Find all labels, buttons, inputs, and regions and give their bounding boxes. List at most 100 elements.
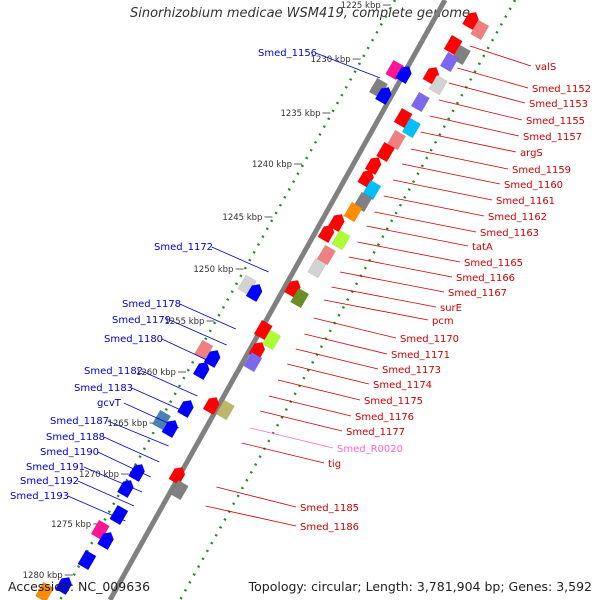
backbone bbox=[107, 0, 448, 600]
gene-feature bbox=[109, 504, 129, 526]
feature-label-right: Smed_1162 bbox=[488, 212, 547, 223]
feature-label-right: Smed_1186 bbox=[300, 522, 359, 533]
label-connector bbox=[103, 436, 160, 463]
gene-feature bbox=[317, 225, 335, 243]
feature-label-left: Smed_1193 bbox=[10, 491, 69, 502]
gene-feature bbox=[375, 87, 392, 105]
label-connector bbox=[402, 163, 501, 185]
label-connector bbox=[179, 303, 236, 330]
gene-feature bbox=[35, 581, 55, 600]
label-connector bbox=[420, 131, 517, 153]
label-connector bbox=[211, 246, 269, 273]
label-connector bbox=[260, 410, 343, 432]
feature-label-right: Smed_1177 bbox=[346, 427, 405, 438]
label-connector bbox=[366, 225, 469, 247]
label-connector bbox=[250, 427, 334, 449]
label-connectors bbox=[67, 45, 532, 527]
label-connector bbox=[123, 402, 180, 429]
feature-label-left: Smed_1156 bbox=[258, 48, 317, 59]
feature-label-right: Smed_1161 bbox=[496, 196, 555, 207]
gene-feature bbox=[177, 400, 194, 418]
inner-dotted-ring bbox=[58, 0, 397, 600]
label-connector bbox=[383, 195, 485, 217]
label-connector bbox=[469, 45, 532, 67]
backbone-line bbox=[107, 0, 448, 600]
gene-feature bbox=[215, 399, 235, 421]
feature-label-right: Smed_1155 bbox=[526, 116, 585, 127]
gene-feature bbox=[393, 107, 413, 129]
feature-label-left: Smed_1187 bbox=[50, 416, 109, 427]
gene-feature bbox=[470, 19, 490, 41]
label-connector bbox=[438, 99, 523, 121]
gene-feature bbox=[395, 66, 412, 84]
label-connector bbox=[97, 451, 151, 478]
feature-label-left: Smed_1179 bbox=[112, 315, 171, 326]
tick-label: 1230 kbp bbox=[311, 55, 351, 65]
tick-label: 1235 kbp bbox=[280, 109, 320, 119]
feature-label-right: Smed_1176 bbox=[355, 412, 414, 423]
feature-label-right: Smed_1167 bbox=[448, 288, 507, 299]
gene-feature bbox=[193, 362, 210, 380]
feature-label-right: Smed_1152 bbox=[532, 84, 591, 95]
label-connector bbox=[457, 67, 529, 89]
gene-feature bbox=[245, 284, 263, 302]
feature-label-left: Smed_1191 bbox=[26, 462, 85, 473]
label-connector bbox=[83, 466, 143, 493]
feature-label-left: Smed_1183 bbox=[74, 383, 133, 394]
feature-label-left: Smed_1188 bbox=[46, 432, 105, 443]
gene-feature bbox=[90, 519, 110, 541]
label-connector bbox=[392, 179, 493, 201]
gene-feature bbox=[410, 91, 430, 113]
feature-label-right: Smed_1171 bbox=[391, 350, 450, 361]
label-connector bbox=[374, 211, 477, 233]
feature-label-right: Smed_1157 bbox=[523, 132, 582, 143]
feature-label-left: Smed_1192 bbox=[20, 476, 79, 487]
label-connector bbox=[161, 338, 216, 365]
gene-feature bbox=[307, 257, 327, 279]
feature-label-right: tatA bbox=[472, 242, 493, 253]
gene-feature bbox=[331, 229, 351, 251]
feature-label-right: Smed_1166 bbox=[456, 273, 515, 284]
gene-feature bbox=[443, 34, 463, 56]
gene-feature bbox=[77, 549, 97, 571]
label-connector bbox=[67, 495, 126, 522]
label-connector bbox=[107, 420, 169, 447]
label-connector bbox=[287, 363, 370, 385]
tick-label: 1225 kbp bbox=[341, 1, 381, 11]
feature-label-left: Smed_1180 bbox=[104, 334, 163, 345]
feature-label-right: Smed_1160 bbox=[504, 180, 563, 191]
label-connector bbox=[131, 387, 188, 414]
tick-label: 1265 kbp bbox=[107, 419, 147, 429]
tick-label: 1250 kbp bbox=[193, 265, 233, 275]
feature-label-right: Smed_1174 bbox=[373, 380, 432, 391]
label-connector bbox=[331, 286, 437, 308]
outer-dotted-ring bbox=[178, 0, 517, 600]
gene-feature bbox=[169, 479, 189, 501]
gene-feature bbox=[462, 12, 479, 30]
gene-feature bbox=[243, 351, 263, 373]
gene-feature bbox=[202, 397, 220, 415]
gene-feature bbox=[253, 319, 273, 341]
label-connector bbox=[313, 317, 397, 339]
label-connector bbox=[277, 379, 361, 401]
tick-label: 1260 kbp bbox=[136, 368, 176, 378]
feature-label-right: surE bbox=[440, 303, 462, 314]
feature-label-right: Smed_1165 bbox=[464, 258, 523, 269]
gene-feature bbox=[364, 157, 382, 175]
feature-label-right: Smed_1153 bbox=[529, 99, 588, 110]
label-connector bbox=[448, 82, 526, 104]
gene-feature bbox=[161, 420, 179, 438]
feature-track bbox=[35, 12, 490, 600]
label-connector bbox=[357, 241, 461, 263]
gene-feature bbox=[376, 141, 396, 163]
feature-labels: valS Smed_1152 Smed_1153 Smed_1155 Smed_1157… bbox=[10, 48, 591, 533]
label-connector bbox=[268, 395, 352, 417]
feature-label-left: Smed_1182 bbox=[84, 366, 143, 377]
topology-text: Topology: circular; Length: 3,781,904 bp… bbox=[248, 579, 592, 594]
feature-label-right: Smed_1170 bbox=[400, 334, 459, 345]
label-connector bbox=[141, 370, 198, 397]
feature-label-left: gcvT bbox=[97, 398, 122, 409]
label-connector bbox=[295, 348, 379, 370]
feature-label-left: Smed_1190 bbox=[40, 447, 99, 458]
